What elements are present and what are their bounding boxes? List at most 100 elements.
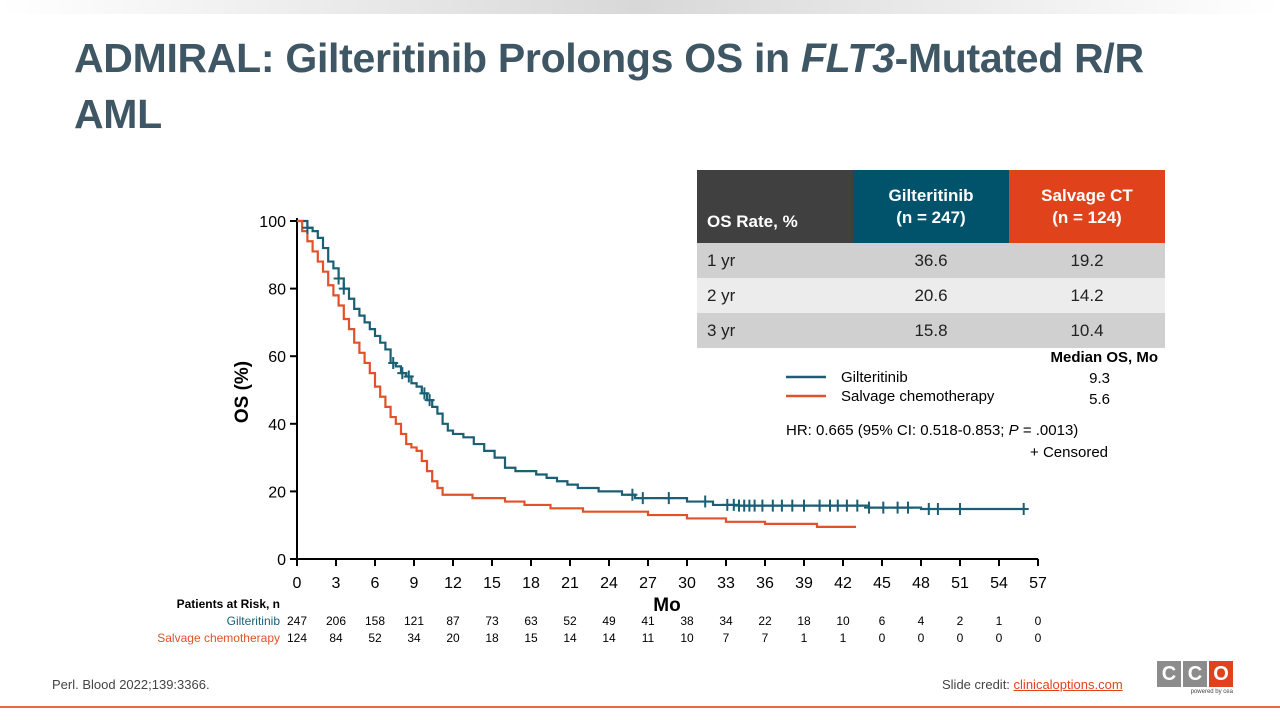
censor-mark bbox=[787, 499, 798, 512]
logo-letter: C bbox=[1183, 661, 1207, 687]
x-tick-label: 30 bbox=[678, 575, 696, 592]
censor-mark bbox=[333, 272, 344, 285]
censor-mark bbox=[338, 282, 349, 295]
y-axis-title: OS (%) bbox=[232, 361, 253, 423]
risk-value: 4 bbox=[918, 614, 925, 628]
censor-mark bbox=[923, 502, 934, 515]
y-tick-label: 40 bbox=[268, 417, 286, 434]
risk-value: 0 bbox=[996, 631, 1003, 645]
x-tick-label: 0 bbox=[293, 575, 302, 592]
censor-mark bbox=[627, 488, 638, 501]
censor-mark bbox=[757, 499, 768, 512]
risk-value: 0 bbox=[1035, 631, 1042, 645]
x-tick-label: 51 bbox=[951, 575, 969, 592]
cco-logo: C C O powered by cea bbox=[1157, 661, 1233, 695]
legend-label-salvage: Salvage chemotherapy bbox=[841, 388, 995, 405]
table-row: 2 yr 20.6 14.2 bbox=[697, 278, 1165, 313]
risk-value: 52 bbox=[368, 631, 382, 645]
x-tick-label: 45 bbox=[873, 575, 891, 592]
risk-value: 7 bbox=[762, 631, 769, 645]
risk-value: 52 bbox=[563, 614, 577, 628]
risk-value: 0 bbox=[957, 631, 964, 645]
risk-value: 1 bbox=[801, 631, 808, 645]
risk-value: 0 bbox=[1035, 614, 1042, 628]
risk-value: 15 bbox=[524, 631, 538, 645]
censor-mark bbox=[663, 492, 674, 505]
risk-value: 158 bbox=[365, 614, 385, 628]
censor-mark bbox=[1018, 502, 1029, 515]
reference-text: Perl. Blood 2022;139:3366. bbox=[52, 677, 210, 692]
censor-mark bbox=[424, 394, 435, 407]
logo-subtext: powered by cea bbox=[1190, 689, 1233, 695]
risk-value: 18 bbox=[797, 614, 811, 628]
slide-credit: Slide credit: clinicaloptions.com bbox=[942, 677, 1123, 692]
risk-value: 87 bbox=[446, 614, 460, 628]
x-tick-label: 24 bbox=[600, 575, 618, 592]
salvage-curve bbox=[297, 219, 856, 528]
risk-value: 20 bbox=[446, 631, 460, 645]
bottom-accent-line bbox=[0, 706, 1280, 708]
table-header-gilteritinib: Gilteritinib (n = 247) bbox=[853, 170, 1009, 243]
table-cell: 14.2 bbox=[1009, 278, 1165, 313]
x-tick-label: 21 bbox=[561, 575, 579, 592]
table-cell: 15.8 bbox=[853, 313, 1009, 348]
y-tick-label: 0 bbox=[277, 552, 286, 569]
censor-mark bbox=[892, 501, 903, 514]
risk-value: 34 bbox=[719, 614, 733, 628]
risk-value: 14 bbox=[563, 631, 577, 645]
risk-value: 0 bbox=[879, 631, 886, 645]
x-tick-label: 18 bbox=[522, 575, 540, 592]
risk-value: 124 bbox=[287, 631, 307, 645]
hazard-ratio-text: HR: 0.665 (95% CI: 0.518-0.853; P = .001… bbox=[786, 422, 1078, 439]
table-cell: 10.4 bbox=[1009, 313, 1165, 348]
censor-mark bbox=[637, 492, 648, 505]
top-gradient-bar bbox=[0, 0, 1280, 14]
y-tick-label: 20 bbox=[268, 484, 286, 501]
risk-value: 84 bbox=[329, 631, 343, 645]
risk-value: 49 bbox=[602, 614, 616, 628]
censor-mark bbox=[864, 501, 874, 514]
x-tick-label: 39 bbox=[795, 575, 813, 592]
risk-value: 10 bbox=[680, 631, 694, 645]
risk-value: 11 bbox=[642, 631, 655, 645]
risk-value: 247 bbox=[287, 614, 307, 628]
legend-label-gilteritinib: Gilteritinib bbox=[841, 369, 908, 386]
logo-letter: C bbox=[1157, 661, 1181, 687]
x-tick-label: 33 bbox=[717, 575, 735, 592]
censor-mark bbox=[955, 502, 965, 515]
x-tick-label: 3 bbox=[332, 575, 341, 592]
table-row: 1 yr 36.6 19.2 bbox=[697, 243, 1165, 278]
title-gene-italic: FLT3 bbox=[800, 35, 895, 81]
censor-mark bbox=[878, 501, 889, 514]
censor-mark bbox=[419, 387, 430, 400]
x-tick-label: 6 bbox=[371, 575, 380, 592]
risk-value: 38 bbox=[680, 614, 694, 628]
y-tick-label: 80 bbox=[268, 282, 286, 299]
censor-mark bbox=[302, 221, 313, 234]
os-rate-table: OS Rate, % Gilteritinib (n = 247) Salvage… bbox=[697, 170, 1165, 348]
table-cell: 19.2 bbox=[1009, 243, 1165, 278]
risk-value: 1 bbox=[996, 614, 1003, 628]
censor-mark bbox=[776, 499, 787, 512]
table-header-label: OS Rate, % bbox=[697, 170, 853, 243]
censor-mark bbox=[852, 499, 863, 512]
table-cell: 20.6 bbox=[853, 278, 1009, 313]
logo-letter: O bbox=[1209, 661, 1233, 687]
risk-value: 7 bbox=[723, 631, 730, 645]
x-tick-label: 57 bbox=[1029, 575, 1047, 592]
risk-value: 1 bbox=[840, 631, 847, 645]
censor-mark bbox=[841, 499, 852, 512]
censor-mark bbox=[903, 501, 913, 514]
x-tick-label: 54 bbox=[990, 575, 1008, 592]
censor-mark bbox=[403, 370, 414, 383]
table-cell: 2 yr bbox=[697, 278, 853, 313]
table-cell: 36.6 bbox=[853, 243, 1009, 278]
censor-mark bbox=[799, 499, 809, 512]
median-salvage: 5.6 bbox=[1089, 391, 1110, 408]
risk-value: 2 bbox=[957, 614, 964, 628]
risk-value: 6 bbox=[879, 614, 886, 628]
credit-link[interactable]: clinicaloptions.com bbox=[1013, 677, 1123, 692]
table-header-row: OS Rate, % Gilteritinib (n = 247) Salvage… bbox=[697, 170, 1165, 243]
risk-value: 34 bbox=[407, 631, 421, 645]
